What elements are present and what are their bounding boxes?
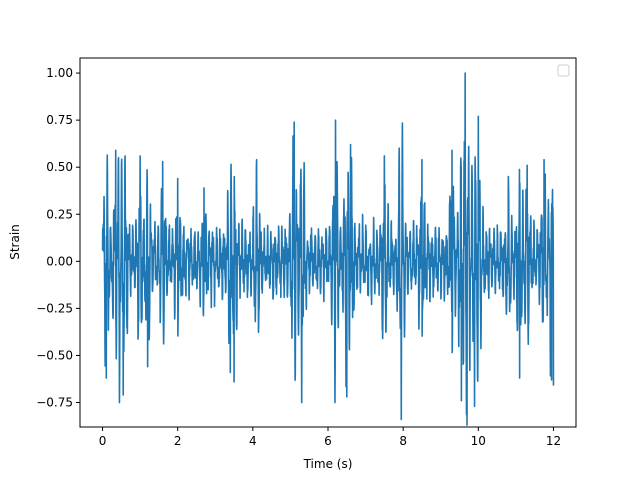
- y-axis-label: Strain: [8, 224, 22, 260]
- y-tick-label: −0.25: [36, 301, 73, 315]
- strain-series-line: [101, 72, 555, 426]
- y-tick-label: 1.00: [46, 66, 73, 80]
- y-tick-label: −0.75: [36, 396, 73, 410]
- x-tick-label: 10: [471, 434, 486, 448]
- x-axis: 0 2 4 6 8 10 12: [99, 427, 561, 448]
- series-layer: [101, 72, 555, 426]
- y-tick-label: −0.50: [36, 348, 73, 362]
- y-tick-label: 0.00: [46, 254, 73, 268]
- x-tick-label: 6: [324, 434, 332, 448]
- x-tick-label: 12: [546, 434, 561, 448]
- legend-box: [557, 64, 570, 77]
- y-axis: −0.75 −0.50 −0.25 0.00 0.25 0.50 0.75 1.00: [36, 66, 80, 410]
- y-tick-label: 0.50: [46, 160, 73, 174]
- x-axis-label: Time (s): [303, 457, 353, 471]
- x-tick-label: 2: [174, 434, 182, 448]
- x-tick-label: 4: [249, 434, 257, 448]
- y-tick-label: 0.25: [46, 207, 73, 221]
- x-tick-label: 8: [399, 434, 407, 448]
- x-tick-label: 0: [99, 434, 107, 448]
- y-tick-label: 0.75: [46, 113, 73, 127]
